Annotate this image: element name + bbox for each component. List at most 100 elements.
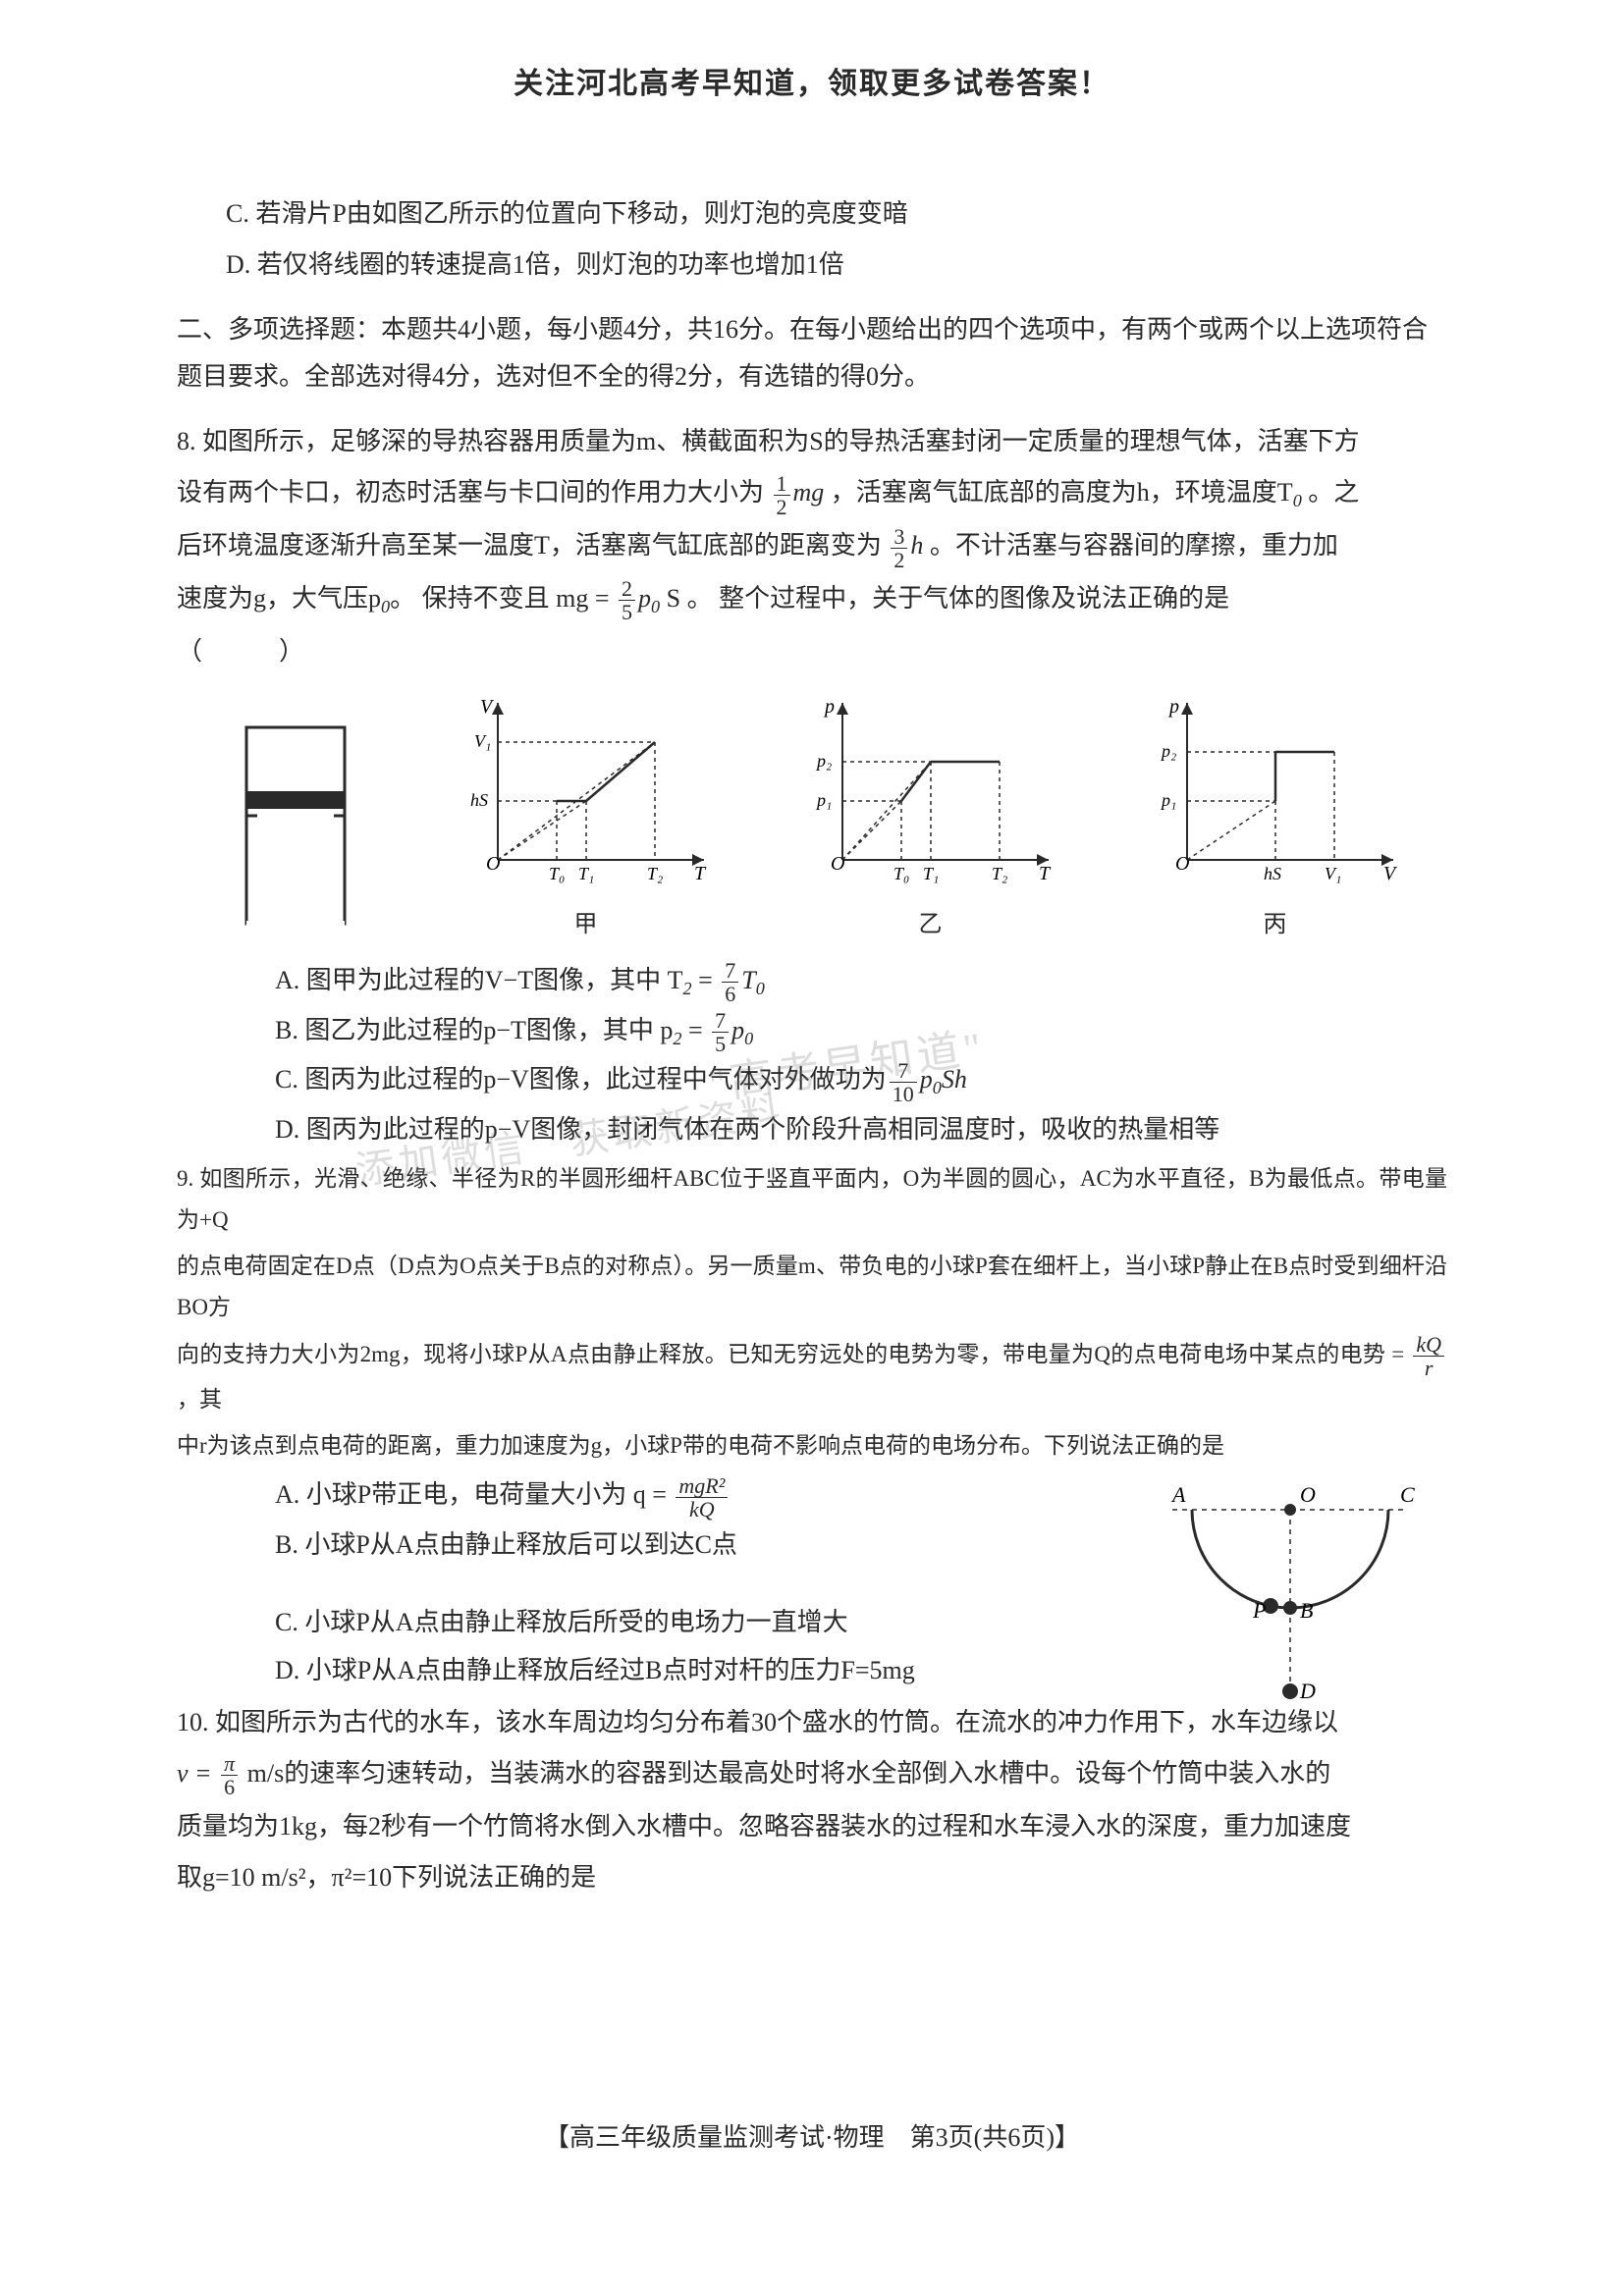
q8c-pre: C. 图丙为此过程的p−V图像，此过程中气体对外做功为: [275, 1065, 887, 1094]
q8-opt-a: A. 图甲为此过程的V−T图像，其中 T2 = 76T0: [177, 956, 1447, 1006]
svg-text:hS: hS: [470, 790, 488, 810]
prev-option-d: D. 若仅将线圈的转速提高1倍，则灯泡的功率也增加1倍: [177, 241, 1447, 289]
svg-text:p₁: p₁: [1160, 790, 1176, 810]
q8-line2: 设有两个卡口，初态时活塞与卡口间的作用力大小为 12mg ，活塞离气缸底部的高度…: [177, 469, 1447, 518]
svg-text:A: A: [1170, 1482, 1186, 1507]
pv-svg: O V p p₁ p₂ hS V₁: [1148, 693, 1403, 899]
q8c-sh: Sh: [942, 1065, 967, 1094]
q8c-sub: 0: [933, 1079, 942, 1098]
svg-text:p₂: p₂: [1160, 741, 1176, 761]
p0s: p: [638, 584, 651, 613]
frac-2-5: 25: [619, 577, 635, 623]
page-footer: 【高三年级质量监测考试·物理 第3页(共6页)】: [177, 2117, 1447, 2154]
q10-line3: 质量均为1kg，每2秒有一个竹筒将水倒入水槽中。忽略容器装水的过程和水车浸入水的…: [177, 1803, 1447, 1850]
t0-sub: 0: [1293, 492, 1302, 511]
svg-text:T₀: T₀: [549, 864, 565, 883]
svg-text:p₂: p₂: [815, 751, 832, 771]
q10-line4: 取g=10 m/s²，π²=10下列说法正确的是: [177, 1854, 1447, 1901]
q8-l4-c: S 。 整个过程中，关于气体的图像及说法正确的是: [667, 584, 1229, 613]
svg-text:p: p: [823, 696, 835, 718]
q8c-p: p: [920, 1065, 933, 1094]
q9-svg: A O C P B D: [1143, 1470, 1437, 1716]
q8-l3-b: 。不计活塞与容器间的摩擦，重力加: [930, 531, 1338, 560]
q8b-sub2: 0: [744, 1029, 753, 1048]
q8-line1: 8. 如图所示，足够深的导热容器用质量为m、横截面积为S的导热活塞封闭一定质量的…: [177, 418, 1447, 465]
svg-text:hS: hS: [1264, 864, 1281, 883]
q8-opt-d: D. 图丙为此过程的p−V图像，封闭气体在两个阶段升高相同温度时，吸收的热量相等: [177, 1105, 1447, 1153]
prev-option-c: C. 若滑片P由如图乙所示的位置向下移动，则灯泡的亮度变暗: [177, 190, 1447, 238]
svg-text:T₂: T₂: [647, 864, 663, 883]
q8b-rhs: p: [731, 1016, 744, 1044]
q9-line2: 的点电荷固定在D点（D点为O点关于B点的对称点）。另一质量m、带负电的小球P套在…: [177, 1246, 1447, 1329]
svg-text:T: T: [694, 863, 707, 884]
q9-figure: A O C P B D: [1143, 1470, 1437, 1721]
q8-opt-b: B. 图乙为此过程的p−T图像，其中 p2 = 75p0: [177, 1006, 1447, 1056]
label-bing: 丙: [1148, 904, 1403, 938]
q8a-frac: 76: [722, 959, 738, 1005]
q8-l2-c: 。之: [1308, 478, 1359, 507]
svg-text:D: D: [1299, 1679, 1316, 1703]
q8-l4-a: 速度为g，大气压p: [177, 584, 381, 613]
q8a-rhs: T: [741, 966, 755, 994]
q8a-sub2: 0: [756, 979, 765, 998]
h-text: h: [910, 531, 923, 560]
container-figure: [222, 718, 369, 938]
svg-text:O: O: [1300, 1482, 1316, 1507]
svg-text:T₁: T₁: [578, 864, 594, 883]
q8a-sub1: 2: [682, 979, 691, 998]
container-svg: [222, 718, 369, 934]
q9-line3: 向的支持力大小为2mg，现将小球P从A点由静止释放。已知无穷远处的电势为零，带电…: [177, 1333, 1447, 1421]
q9-options-wrap: A. 小球P带正电，电荷量大小为 q = mgR²kQ B. 小球P从A点由静止…: [177, 1470, 1447, 1695]
q8-l4-b: 保持不变且 mg =: [422, 584, 616, 613]
svg-text:O: O: [831, 853, 844, 875]
q9a-frac: mgR²kQ: [676, 1474, 728, 1521]
q8a-pre: A. 图甲为此过程的V−T图像，其中 T: [275, 966, 682, 994]
pt-svg: O T p p₁ p₂ T₀ T₁ T₂: [803, 693, 1058, 899]
q10-l2-post: m/s的速率匀速转动，当装满水的容器到达最高处时将水全部倒入水槽中。设每个竹筒中…: [247, 1759, 1331, 1788]
q9-l3-post: ，其: [177, 1387, 222, 1412]
q8-diagrams: O T V hS V₁ T₀ T₁ T₂ 甲: [177, 693, 1447, 938]
q9-line4: 中r为该点到点电荷的距离，重力加速度为g，小球P带的电荷不影响点电荷的电场分布。…: [177, 1425, 1447, 1468]
svg-text:P: P: [1252, 1598, 1266, 1623]
svg-text:T₁: T₁: [923, 864, 939, 883]
pt-chart: O T p p₁ p₂ T₀ T₁ T₂ 乙: [803, 693, 1058, 938]
svg-text:V₁: V₁: [1325, 864, 1341, 883]
q8b-frac: 75: [712, 1009, 729, 1055]
svg-text:C: C: [1400, 1482, 1415, 1507]
vt-chart: O T V hS V₁ T₀ T₁ T₂ 甲: [459, 693, 714, 938]
svg-text:O: O: [486, 853, 500, 875]
svg-text:T₀: T₀: [893, 864, 909, 883]
q8-line3: 后环境温度逐渐升高至某一温度T，活塞离气缸底部的距离变为 32h 。不计活塞与容…: [177, 522, 1447, 571]
q9a-pre: A. 小球P带正电，电荷量大小为 q =: [275, 1480, 673, 1509]
section-2-title: 二、多项选择题：本题共4小题，每小题4分，共16分。在每小题给出的四个选项中，有…: [177, 306, 1447, 400]
q10-v-eq: v =: [177, 1759, 218, 1788]
q9-l3-pre: 向的支持力大小为2mg，现将小球P从A点由静止释放。已知无穷远处的电势为零，带电…: [177, 1342, 1410, 1366]
vt-svg: O T V hS V₁ T₀ T₁ T₂: [459, 693, 714, 899]
mg-text: mg: [793, 478, 825, 507]
svg-text:p: p: [1167, 696, 1179, 718]
q10-frac: π6: [221, 1752, 238, 1798]
label-jia: 甲: [459, 904, 714, 938]
svg-text:V: V: [480, 696, 495, 718]
svg-text:V: V: [1383, 863, 1398, 884]
svg-text:V₁: V₁: [474, 731, 491, 751]
answer-paren: （ ）: [177, 637, 304, 666]
pv-chart: O V p p₁ p₂ hS V₁ 丙: [1148, 693, 1403, 938]
q9-kq-r: kQr: [1413, 1333, 1444, 1379]
page-header: 关注河北高考早知道，领取更多试卷答案！: [177, 59, 1447, 102]
q8-paren: （ ）: [177, 628, 1447, 675]
frac-3-2: 32: [891, 525, 907, 571]
q8-opt-c: C. 图丙为此过程的p−V图像，此过程中气体对外做功为710p0Sh: [177, 1055, 1447, 1105]
svg-text:T: T: [1039, 863, 1052, 884]
label-yi: 乙: [803, 904, 1058, 938]
q8b-sub1: 2: [673, 1029, 681, 1048]
svg-text:T₂: T₂: [992, 864, 1007, 883]
q8-line4: 速度为g，大气压p0。 保持不变且 mg = 25p0 S 。 整个过程中，关于…: [177, 575, 1447, 624]
p0-sub: 0: [381, 597, 390, 616]
q8b-pre: B. 图乙为此过程的p−T图像，其中 p: [275, 1016, 673, 1044]
q8c-frac: 710: [890, 1059, 917, 1105]
q8-l2-b: ，活塞离气缸底部的高度为h，环境温度T: [831, 478, 1293, 507]
page: 关注河北高考早知道，领取更多试卷答案！ C. 若滑片P由如图乙所示的位置向下移动…: [0, 0, 1624, 2296]
q9-line1: 9. 如图所示，光滑、绝缘、半径为R的半圆形细杆ABC位于竖直平面内，O为半圆的…: [177, 1158, 1447, 1242]
frac-half-mg: 12: [774, 472, 790, 518]
